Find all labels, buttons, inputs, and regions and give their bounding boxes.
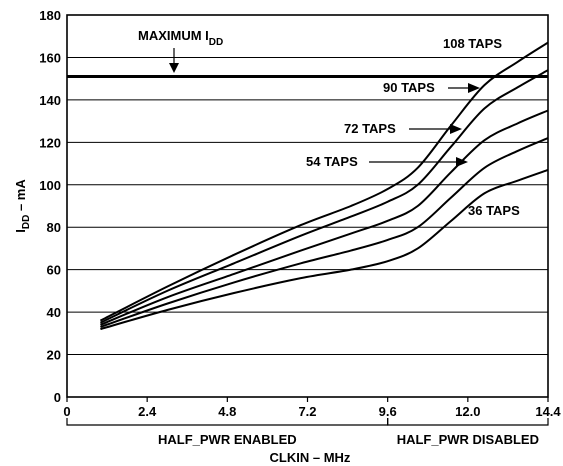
series-line-108-taps [99,41,549,322]
x-tick-labels: 0 2.4 4.8 7.2 9.6 12.0 14.4 [63,404,561,419]
max-idd-label: MAXIMUM IDD [138,28,223,48]
x-tick-label-4.8: 4.8 [218,404,236,419]
y-tick-label-100: 100 [39,178,61,193]
range-half-pwr-enabled-bracket [66,418,389,426]
y-tick-labels: 0 20 40 60 80 100 120 140 160 180 [39,8,61,405]
y-tick-label-180: 180 [39,8,61,23]
max-idd-arrowhead [169,63,179,73]
range-half-pwr-enabled-label: HALF_PWR ENABLED [158,432,297,447]
x-tick-label-12.0: 12.0 [455,404,480,419]
y-tick-label-60: 60 [47,263,61,278]
series-label-90-taps: 90 TAPS [383,80,435,95]
x-range-brackets: HALF_PWR ENABLED HALF_PWR DISABLED [66,418,549,447]
arrowhead-90-taps [468,83,480,93]
series-label-108-taps: 108 TAPS [443,36,502,51]
range-half-pwr-disabled-bracket [387,418,549,426]
arrowhead-72-taps [450,124,462,134]
y-tick-label-140: 140 [39,93,61,108]
series-line-54-taps [100,137,549,328]
series-line-36-taps [100,168,549,331]
x-tick-label-0: 0 [63,404,70,419]
x-tick-label-9.6: 9.6 [379,404,397,419]
arrowhead-54-taps [456,157,468,167]
series-label-54-taps: 54 TAPS [306,154,358,169]
axes [66,14,549,402]
y-tick-label-120: 120 [39,135,61,150]
series-curves [99,41,549,331]
y-tick-label-20: 20 [47,348,61,363]
series-label-72-taps: 72 TAPS [344,121,396,136]
y-axis-title: IDD – mA [13,179,32,233]
range-half-pwr-disabled-label: HALF_PWR DISABLED [397,432,539,447]
series-line-90-taps [99,69,549,324]
y-tick-label-160: 160 [39,50,61,65]
y-tick-label-40: 40 [47,305,61,320]
series-line-72-taps [100,109,549,326]
x-tick-label-14.4: 14.4 [535,404,561,419]
x-tick-label-7.2: 7.2 [298,404,316,419]
series-label-36-taps: 36 TAPS [468,203,520,218]
y-tick-label-0: 0 [54,390,61,405]
x-tick-label-2.4: 2.4 [138,404,157,419]
x-axis-title: CLKIN – MHz [270,450,351,465]
y-tick-label-80: 80 [47,220,61,235]
